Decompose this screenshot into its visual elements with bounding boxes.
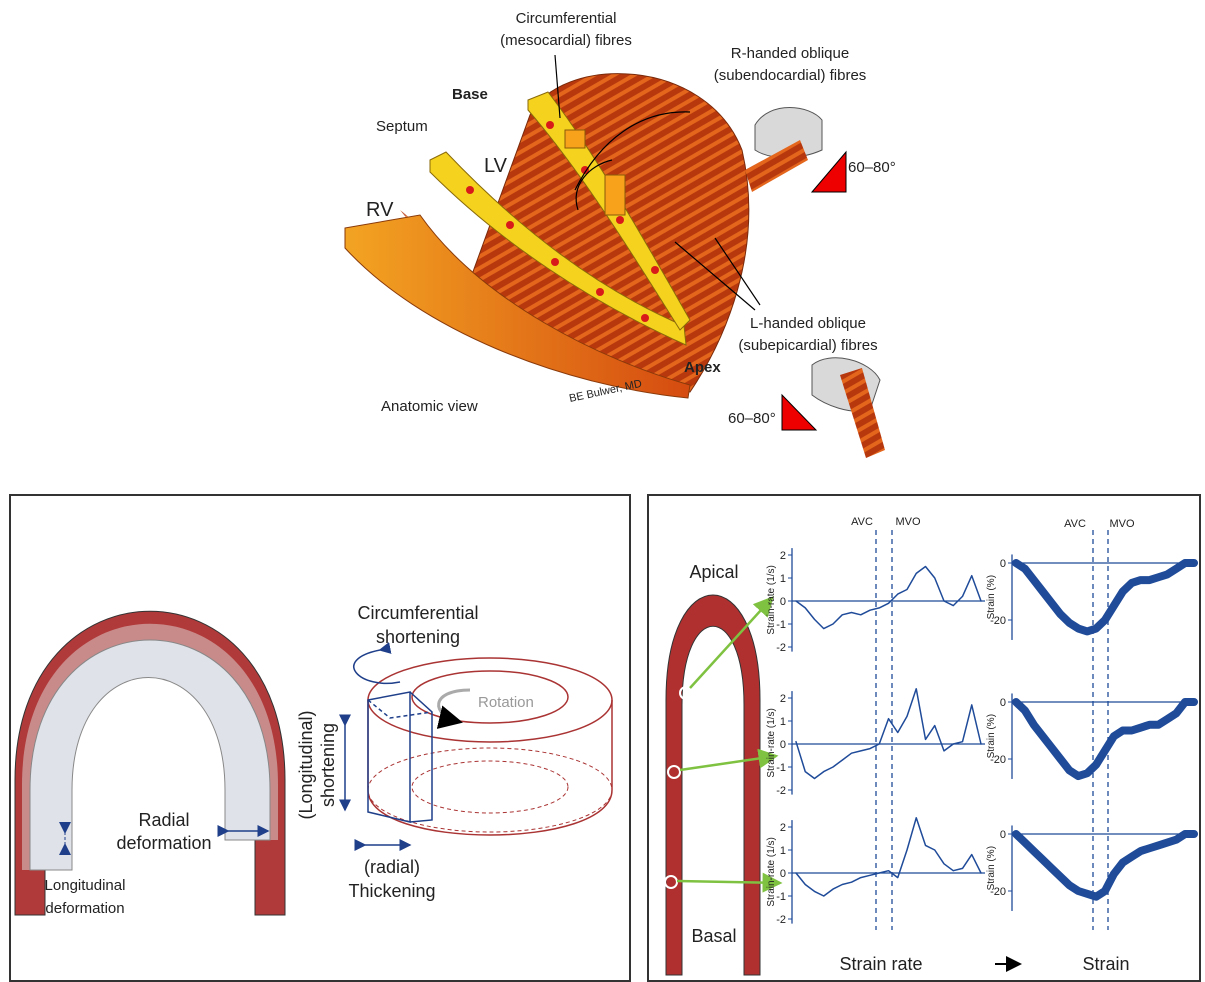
label: RV (366, 199, 394, 221)
label: (radial) (364, 857, 420, 877)
label: Septum (376, 118, 428, 135)
y-tick-label: 0 (1000, 829, 1006, 841)
label: Longitudinal (45, 877, 126, 894)
label: Basal (691, 926, 736, 946)
label: Apical (689, 562, 738, 582)
label: Circumferential (357, 603, 478, 623)
y-tick-label: -2 (776, 785, 786, 797)
label: LV (484, 155, 508, 177)
axis-label: Strain-rate (1/s) (766, 565, 777, 634)
y-tick-label: -2 (776, 642, 786, 654)
rate-curve (796, 567, 981, 629)
y-tick-label: 0 (780, 739, 786, 751)
y-tick-label: 1 (780, 845, 786, 857)
rate-curve (796, 689, 981, 779)
strain-ventricle (665, 595, 1020, 975)
label: Strain (1082, 954, 1129, 974)
axis-label: Strain-rate (1/s) (766, 708, 777, 777)
label: (Longitudinal) (296, 710, 316, 819)
hand-left (782, 358, 885, 458)
anatomy-illustration: Circumferential (mesocardial) fibres R-h… (345, 10, 896, 458)
deformation-diagram: Circumferential shortening Rotation (Lon… (15, 603, 612, 917)
hand-right (745, 108, 846, 193)
marker-label: MVO (1109, 518, 1135, 530)
y-tick-label: -1 (776, 619, 786, 631)
label: Rotation (478, 694, 534, 711)
marker-label: MVO (895, 516, 921, 528)
axis-label: Strain (%) (986, 575, 997, 619)
label: (subepicardial) fibres (738, 337, 877, 354)
y-tick-label: 0 (780, 596, 786, 608)
figure: Circumferential (mesocardial) fibres R-h… (0, 0, 1205, 982)
y-tick-label: 2 (780, 822, 786, 834)
strain-curve (1016, 563, 1194, 631)
axis-label: Strain (%) (986, 846, 997, 890)
marker-label: AVC (851, 516, 873, 528)
y-tick-label: 0 (1000, 558, 1006, 570)
axis-label: Strain (%) (986, 714, 997, 758)
label: Base (452, 86, 488, 103)
label: Apex (684, 359, 721, 376)
label: shortening (376, 627, 460, 647)
axis-label: Strain-rate (1/s) (766, 837, 777, 906)
label: deformation (45, 900, 124, 917)
label: deformation (116, 833, 211, 853)
label: (subendocardial) fibres (714, 67, 867, 84)
label: shortening (318, 723, 338, 807)
label: (mesocardial) fibres (500, 32, 632, 49)
label: L-handed oblique (750, 315, 866, 332)
y-tick-label: 2 (780, 693, 786, 705)
marker-label: AVC (1064, 518, 1086, 530)
label: Strain rate (839, 954, 922, 974)
label: Anatomic view (381, 398, 478, 415)
label: Radial (138, 810, 189, 830)
y-tick-label: 0 (1000, 697, 1006, 709)
y-tick-label: 0 (780, 868, 786, 880)
label: Thickening (348, 881, 435, 901)
strain-curve (1016, 834, 1194, 897)
strain-curve (1016, 702, 1194, 776)
y-tick-label: -1 (776, 762, 786, 774)
y-tick-label: -1 (776, 891, 786, 903)
rate-curve (796, 818, 981, 896)
y-tick-label: 1 (780, 573, 786, 585)
y-tick-label: 1 (780, 716, 786, 728)
label: 60–80° (728, 410, 776, 427)
label: 60–80° (848, 159, 896, 176)
label: Circumferential (516, 10, 617, 27)
y-tick-label: 2 (780, 550, 786, 562)
y-tick-label: -2 (776, 914, 786, 926)
label: R-handed oblique (731, 45, 849, 62)
